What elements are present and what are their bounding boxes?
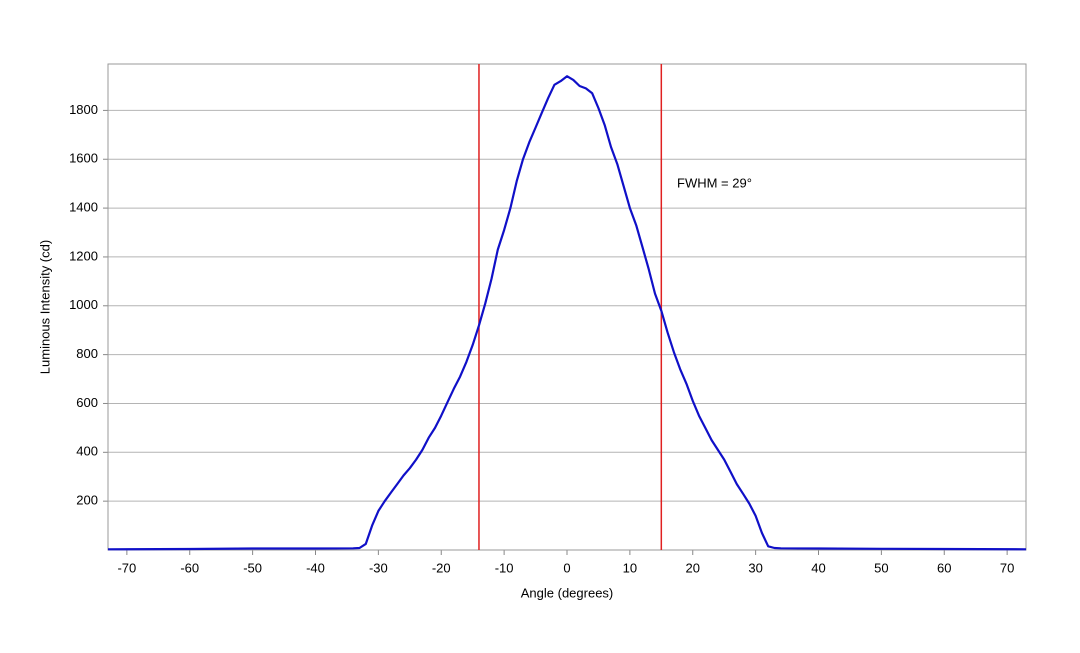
y-tick-label: 1600 [69, 151, 98, 166]
x-tick-label: 10 [623, 560, 637, 575]
x-tick-label: -10 [495, 560, 514, 575]
annotation: FWHM = 29° [677, 175, 752, 190]
x-tick-label: -60 [180, 560, 199, 575]
x-tick-label: 30 [748, 560, 762, 575]
plot-border [107, 63, 1027, 551]
y-tick-label: 1400 [69, 200, 98, 215]
y-tick-label: 800 [76, 346, 98, 361]
x-axis-label: Angle (degrees) [521, 585, 614, 600]
x-tick-label: 50 [874, 560, 888, 575]
y-tick-label: 200 [76, 493, 98, 508]
x-tick-label: -70 [117, 560, 136, 575]
y-tick-label: 400 [76, 444, 98, 459]
x-tick-label: 0 [563, 560, 570, 575]
x-tick-label: 70 [1000, 560, 1014, 575]
y-tick-label: 1200 [69, 248, 98, 263]
x-tick-label: 40 [811, 560, 825, 575]
x-tick-label: -40 [306, 560, 325, 575]
x-tick-label: 20 [686, 560, 700, 575]
y-tick-label: 1000 [69, 297, 98, 312]
x-tick-label: -50 [243, 560, 262, 575]
x-tick-label: -30 [369, 560, 388, 575]
y-tick-label: 600 [76, 395, 98, 410]
y-axis-label: Luminous Intensity (cd) [37, 240, 52, 374]
x-tick-label: 60 [937, 560, 951, 575]
x-tick-label: -20 [432, 560, 451, 575]
y-tick-label: 1800 [69, 102, 98, 117]
data-line [107, 75, 1027, 551]
